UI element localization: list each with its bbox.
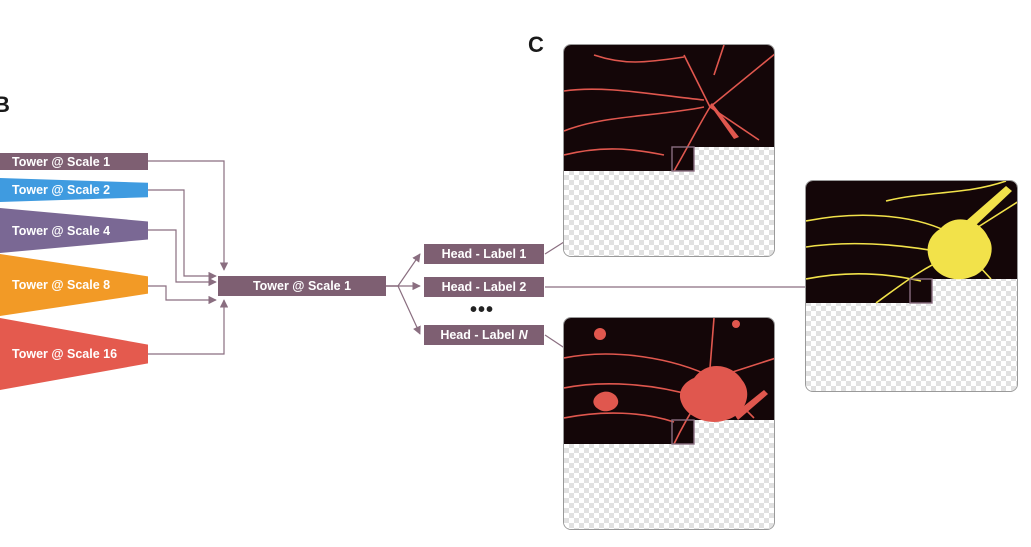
arrow-scale2-merge [148,189,217,281]
mask-output-label-n [563,317,775,530]
mask-label-2-image [806,181,1017,391]
arrow-scale1-merge [148,160,229,271]
arrow-merge-headN [386,285,421,335]
merged-tower-label: Tower @ Scale 1 [252,279,352,293]
arrow-merge-head1 [386,253,421,287]
heads-ellipsis: ••• [470,299,495,321]
tower-scale-8-label: Tower @ Scale 8 [12,278,111,292]
merged-tower: Tower @ Scale 1 [218,276,386,296]
mask-label-1-image [564,45,774,256]
head-label-1-text: Head - Label 1 [441,247,527,261]
arrow-scale8-merge [148,285,217,305]
mask-label-n-image [564,318,774,529]
head-label-n: Head - Label N [424,325,544,345]
arrow-scale4-merge [148,229,217,287]
arrow-scale16-merge [148,299,229,355]
tower-scale-2-label: Tower @ Scale 2 [12,183,111,197]
panel-label-b: B [0,92,10,117]
head-label-2-text: Head - Label 2 [441,280,527,294]
head-label-n-suffix: N [518,328,528,342]
mask-output-label-1 [563,44,775,257]
tower-scale-16-label: Tower @ Scale 16 [12,347,118,361]
tower-scale-1-label: Tower @ Scale 1 [12,154,111,169]
mask-output-label-2 [805,180,1018,392]
tower-scale-1: Tower @ Scale 1 [0,153,148,170]
head-label-n-text: Head - Label [440,328,515,342]
tower-scale-4-label: Tower @ Scale 4 [12,223,111,238]
panel-label-c: C [528,32,544,57]
tower-scale-2: Tower @ Scale 2 [0,178,148,202]
head-label-2: Head - Label 2 [424,277,544,297]
head-label-1: Head - Label 1 [424,244,544,264]
